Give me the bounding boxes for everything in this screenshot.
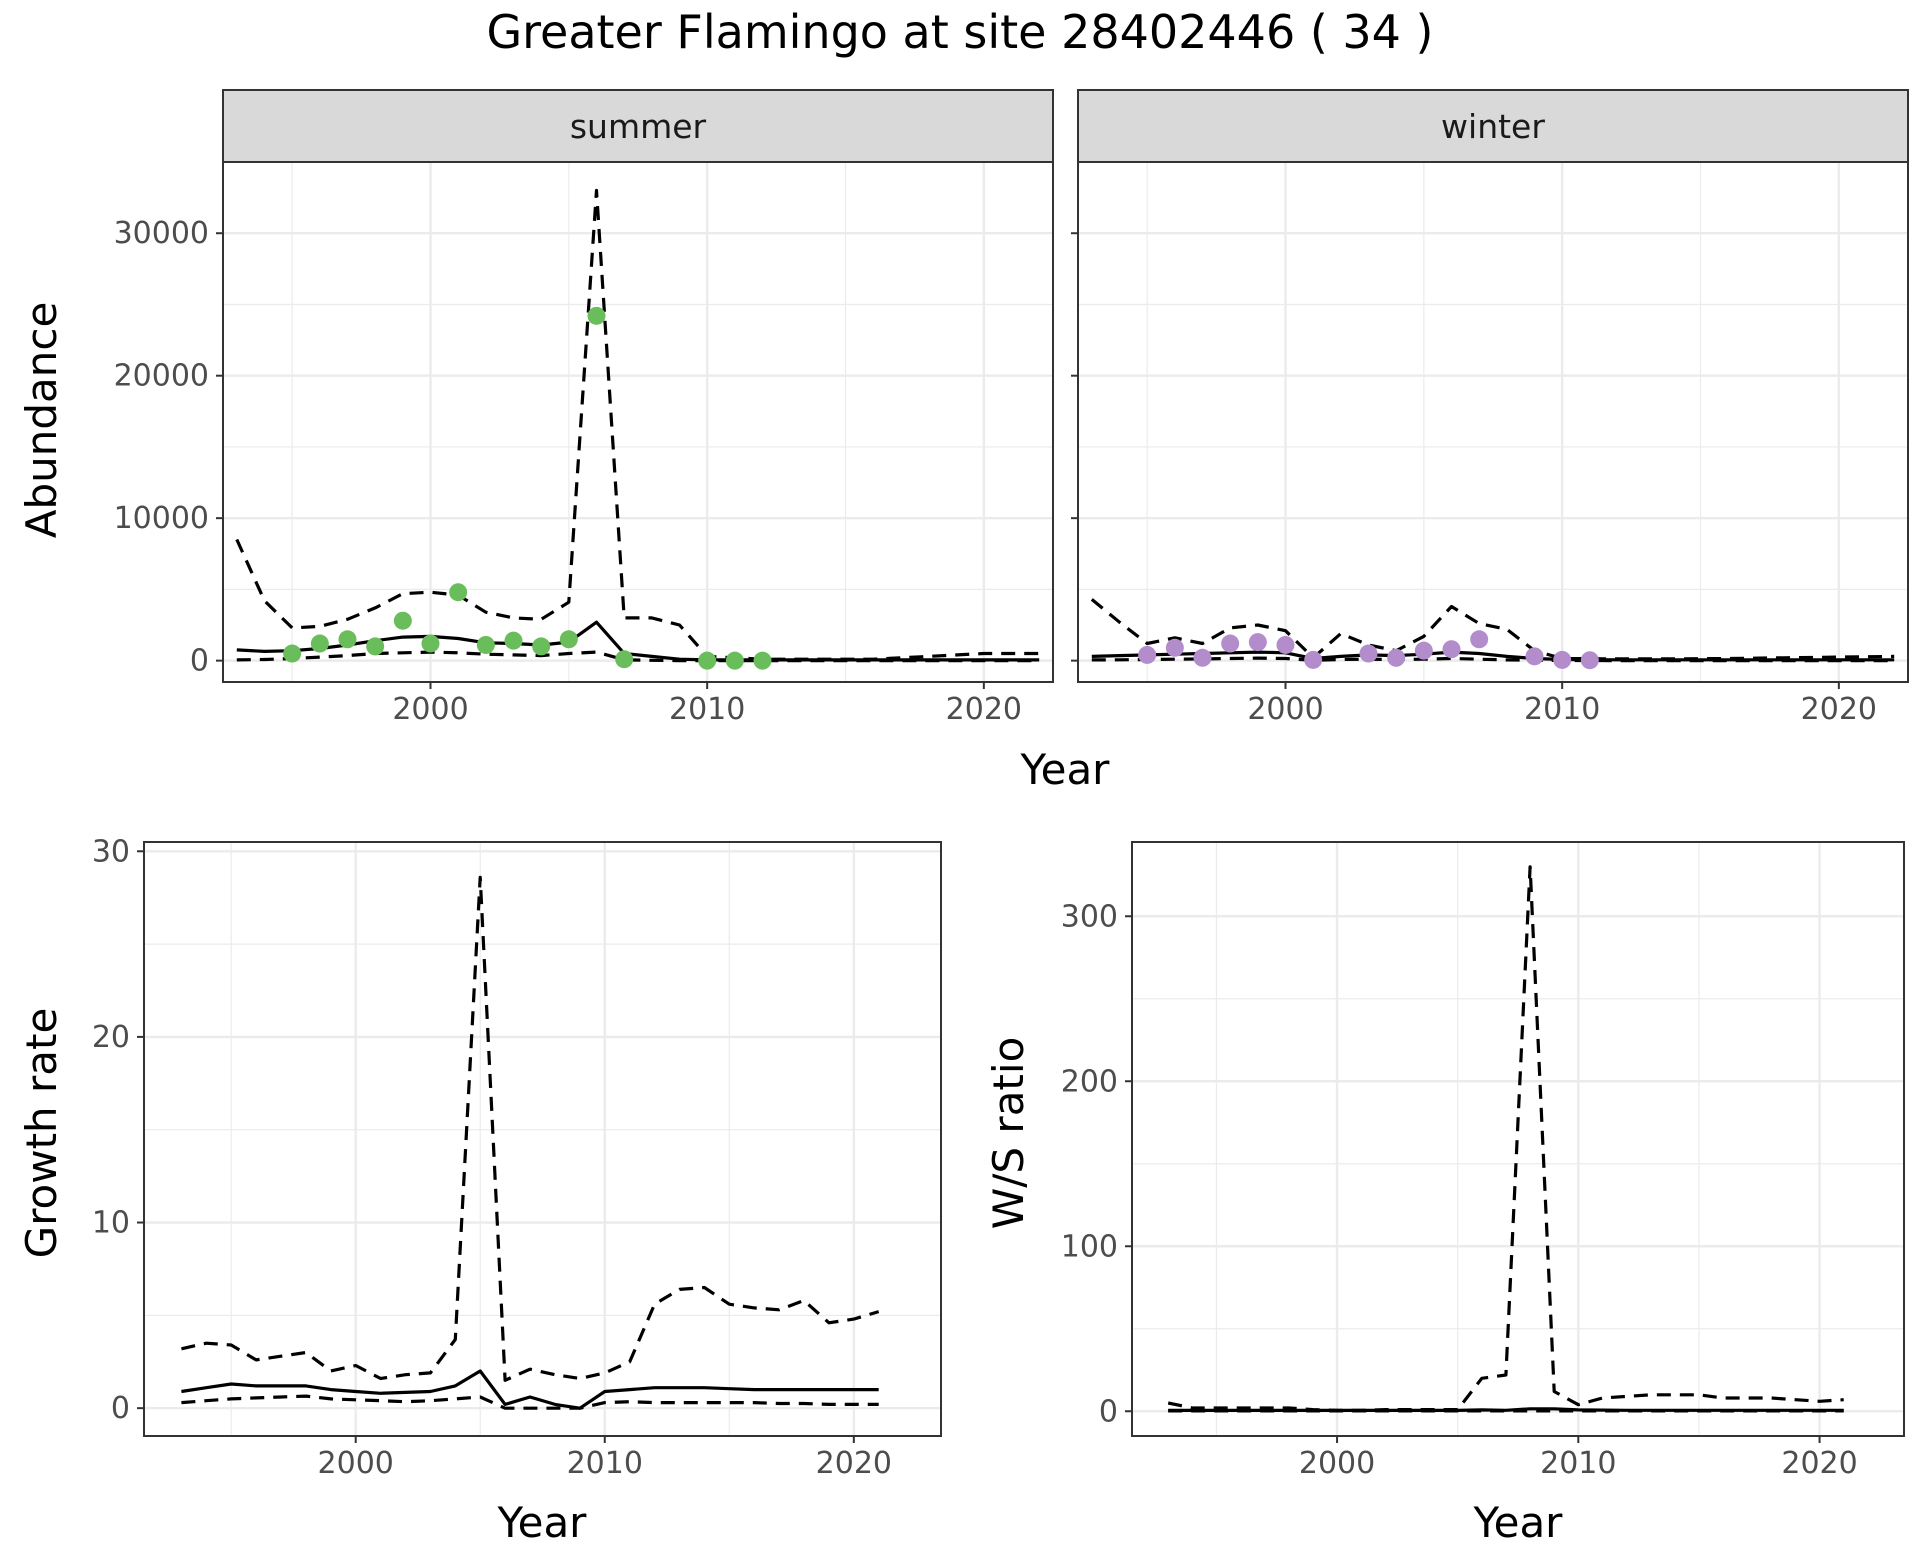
strip-summer: summer: [222, 89, 1054, 163]
winter-plot-background: [1078, 162, 1908, 682]
ws-ratio-x-tick-label: 2020: [1781, 1446, 1857, 1481]
panel-winter: 2000 2010 2020: [1071, 161, 1909, 727]
summer-observed-point: [421, 634, 440, 653]
summer-plot-background: [223, 162, 1053, 682]
summer-observed-point: [698, 651, 717, 670]
growth-y-tick-label: 0: [111, 1391, 130, 1426]
winter-x-tick-label: 2010: [1524, 692, 1600, 727]
winter-observed-point: [1221, 634, 1240, 653]
panel-growth: 2000 2010 2020 0 10 20 30: [92, 834, 942, 1481]
summer-observed-point: [587, 306, 606, 325]
winter-observed-point: [1387, 648, 1406, 667]
figure-title: Greater Flamingo at site 28402446 ( 34 ): [486, 5, 1433, 59]
summer-y-tick-label: 20000: [114, 359, 209, 394]
summer-panel-border: [222, 161, 1054, 683]
summer-observed-point: [725, 651, 744, 670]
growth-estimate-line: [181, 1369, 879, 1410]
ws-ratio-y-tick-label: 200: [1061, 1064, 1118, 1099]
winter-observed-point: [1580, 651, 1599, 670]
summer-upper-line: [235, 188, 1040, 661]
winter-panel-border: [1077, 161, 1909, 683]
summer-y-tick-label: 10000: [114, 501, 209, 536]
winter-observed-point: [1525, 647, 1544, 666]
growth-gridlines: [144, 842, 941, 1436]
winter-observed-point: [1165, 638, 1184, 657]
ws-ratio-plot-background: [1132, 842, 1904, 1436]
growth-y-axis-title: Growth rate: [17, 1008, 66, 1259]
strip-winter-label: winter: [1441, 107, 1545, 146]
summer-observed-point: [338, 630, 357, 649]
strip-winter: winter: [1077, 89, 1909, 163]
winter-x-tick-label: 2000: [1247, 692, 1323, 727]
summer-x-tick-label: 2020: [946, 692, 1022, 727]
growth-x-axis-title: Year: [497, 1498, 588, 1547]
winter-observed-point: [1248, 633, 1267, 652]
summer-observed-point: [753, 651, 772, 670]
summer-observed-point: [532, 637, 551, 656]
winter-observed-point: [1138, 645, 1157, 664]
winter-observed-point: [1553, 650, 1572, 669]
growth-upper-line: [181, 875, 880, 1382]
ws-ratio-x-tick-label: 2010: [1540, 1446, 1616, 1481]
strip-winter-bg: [1077, 89, 1909, 163]
summer-y-axis-title: Abundance: [17, 302, 66, 539]
growth-y-tick-label: 10: [92, 1206, 130, 1241]
summer-y-tick-label: 0: [190, 644, 209, 679]
summer-x-tick-label: 2000: [392, 692, 468, 727]
strip-summer-bg: [222, 89, 1054, 163]
winter-observed-point: [1414, 641, 1433, 660]
ws-y-axis-title: W/S ratio: [984, 1037, 1033, 1230]
ws-ratio-upper-line: [1167, 865, 1844, 1413]
winter-observed-point: [1359, 644, 1378, 663]
summer-observed-point: [615, 650, 634, 669]
strip-summer-label: summer: [570, 107, 707, 146]
summer-observed-point: [366, 637, 385, 656]
ws-ratio-y-tick-label: 0: [1099, 1394, 1118, 1429]
growth-x-tick-label: 2000: [318, 1446, 394, 1481]
summer-observed-point: [283, 644, 302, 663]
winter-observed-point: [1193, 648, 1212, 667]
winter-observed-point: [1276, 635, 1295, 654]
summer-observed-point: [310, 634, 329, 653]
growth-panel-border: [143, 841, 942, 1437]
ws-ratio-x-tick-label: 2000: [1299, 1446, 1375, 1481]
panel-summer: 2000 2010 2020 0 10000 20000 30000: [114, 161, 1054, 727]
ws-ratio-panel-border: [1131, 841, 1905, 1437]
ws-ratio-y-tick-label: 100: [1061, 1229, 1118, 1264]
summer-observed-point: [449, 583, 468, 602]
summer-observed-point: [476, 635, 495, 654]
growth-lower-line: [181, 1394, 879, 1410]
growth-x-tick-label: 2010: [567, 1446, 643, 1481]
summer-y-tick-label: 30000: [114, 216, 209, 251]
summer-observed-point: [559, 630, 578, 649]
winter-observed-point: [1442, 640, 1461, 659]
summer-x-tick-label: 2010: [669, 692, 745, 727]
growth-x-tick-label: 2020: [816, 1446, 892, 1481]
panel-ws-ratio: 2000 2010 2020 0 100 200 300: [1061, 841, 1905, 1481]
growth-y-tick-label: 20: [92, 1020, 130, 1055]
summer-observed-point: [393, 611, 412, 630]
growth-plot-background: [144, 842, 941, 1436]
winter-upper-line: [1090, 598, 1895, 661]
ws-x-axis-title: Year: [1473, 1498, 1564, 1547]
winter-observed-point: [1470, 630, 1489, 649]
summer-observed-point: [504, 631, 523, 650]
ws-ratio-y-tick-label: 300: [1061, 899, 1118, 934]
growth-y-tick-label: 30: [92, 834, 130, 869]
winter-observed-point: [1304, 650, 1323, 669]
winter-x-tick-label: 2020: [1801, 692, 1877, 727]
summer-gridlines: [223, 161, 1053, 682]
top-x-axis-title: Year: [1020, 745, 1111, 794]
